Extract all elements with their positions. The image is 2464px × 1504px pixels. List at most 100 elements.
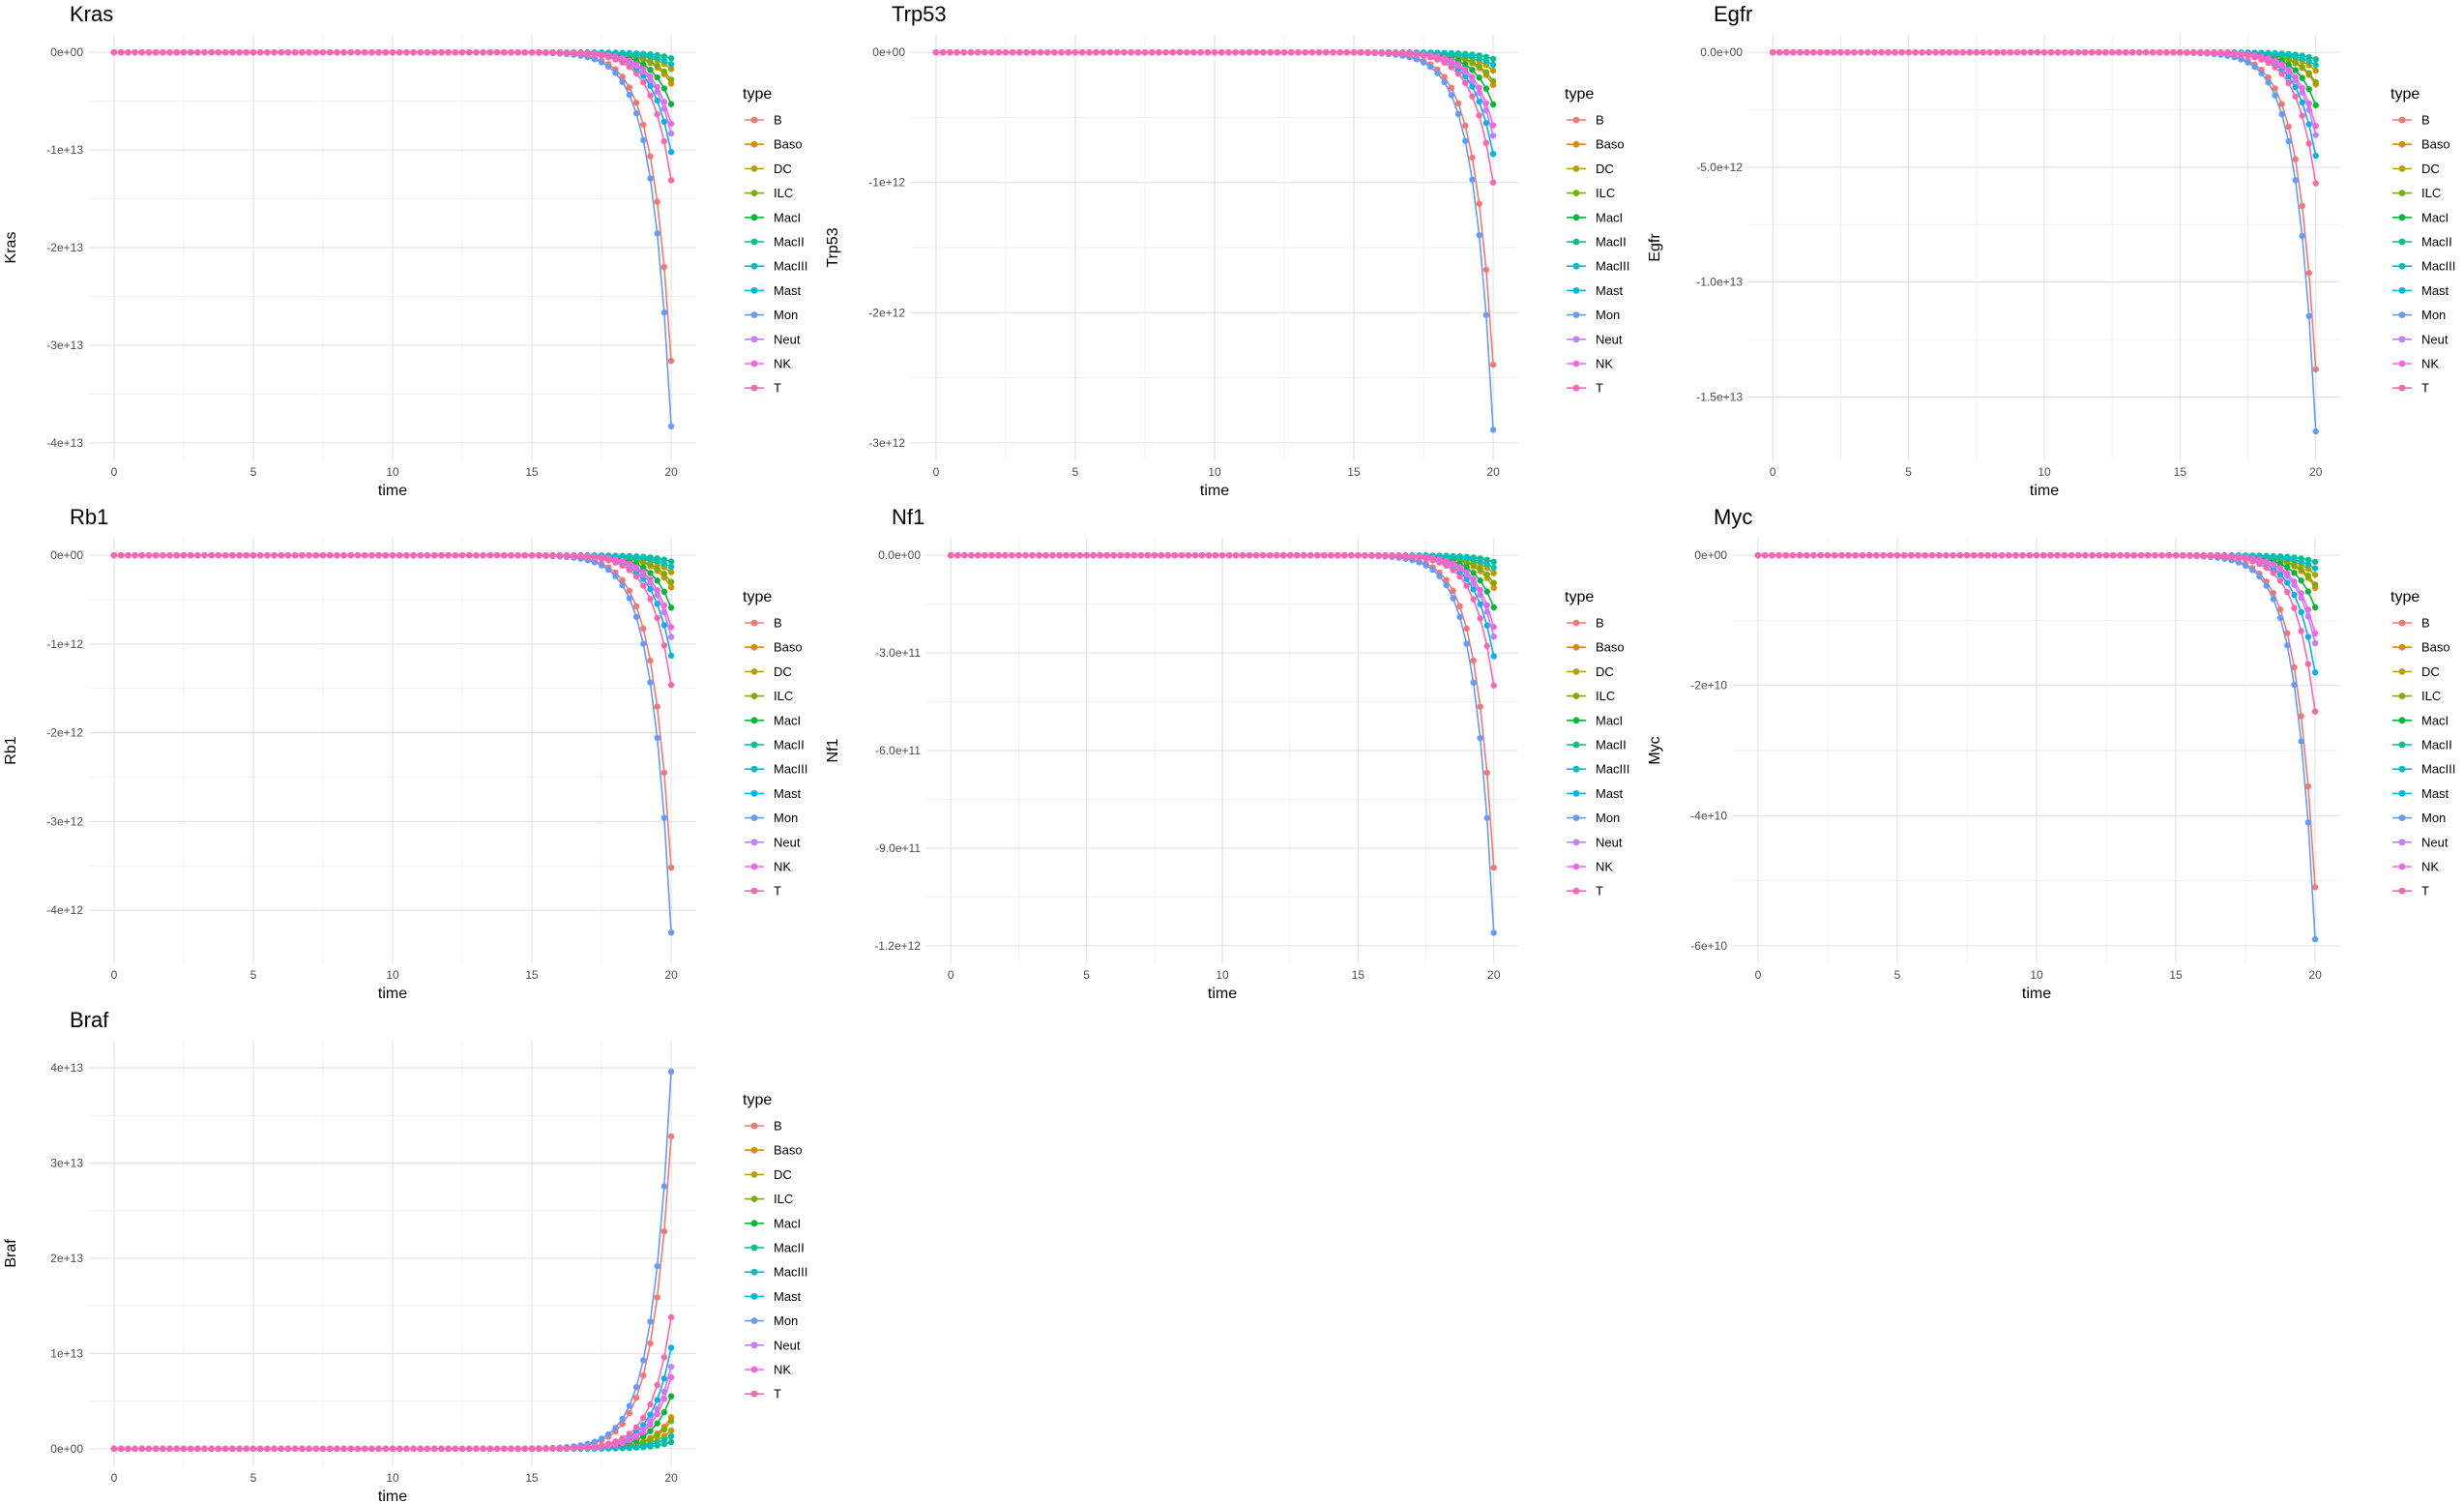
data-point bbox=[1142, 49, 1148, 55]
legend-key-point bbox=[751, 361, 758, 368]
data-point bbox=[2313, 132, 2319, 137]
data-point bbox=[1898, 49, 1904, 55]
data-point bbox=[605, 557, 611, 563]
data-point bbox=[668, 121, 674, 127]
data-point bbox=[640, 626, 646, 632]
data-point bbox=[313, 552, 319, 558]
data-point bbox=[1953, 49, 1959, 55]
data-point bbox=[174, 552, 180, 558]
panel-title: Rb1 bbox=[70, 505, 108, 529]
legend-label: MacI bbox=[2421, 210, 2449, 224]
data-point bbox=[250, 552, 256, 558]
data-point bbox=[2285, 67, 2291, 73]
data-point bbox=[2021, 49, 2027, 55]
data-point bbox=[118, 552, 124, 558]
data-point bbox=[508, 552, 513, 558]
legend-label: Baso bbox=[774, 640, 803, 655]
legend-key-point bbox=[751, 287, 758, 294]
data-point bbox=[1364, 49, 1370, 55]
data-point bbox=[438, 552, 444, 558]
data-point bbox=[383, 49, 389, 55]
data-point bbox=[410, 49, 416, 55]
legend-key-point bbox=[751, 864, 758, 870]
data-point bbox=[661, 57, 667, 63]
data-point bbox=[1455, 51, 1461, 57]
data-point bbox=[1490, 56, 1496, 62]
data-point bbox=[410, 552, 416, 558]
legend-key-point bbox=[2399, 165, 2406, 172]
panel-title: Kras bbox=[70, 2, 113, 26]
data-point bbox=[961, 49, 967, 55]
data-point bbox=[1491, 865, 1497, 870]
data-point bbox=[1058, 49, 1064, 55]
data-point bbox=[940, 49, 946, 55]
legend-key-point bbox=[2399, 141, 2406, 148]
data-point bbox=[668, 564, 674, 570]
data-point bbox=[1871, 49, 1877, 55]
y-axis-label: Kras bbox=[3, 232, 19, 264]
data-point bbox=[2251, 54, 2257, 60]
legend-label: MacIII bbox=[774, 762, 807, 777]
data-point bbox=[1121, 49, 1127, 55]
data-point bbox=[1469, 53, 1475, 59]
y-tick-label: 0.0e+00 bbox=[1700, 45, 1743, 59]
legend-label: Mon bbox=[774, 811, 798, 825]
data-point bbox=[1344, 49, 1350, 55]
data-point bbox=[1358, 49, 1364, 55]
data-point bbox=[1940, 49, 1946, 55]
data-point bbox=[2258, 71, 2264, 76]
data-point bbox=[362, 552, 367, 558]
legend-item-t: T bbox=[1567, 381, 1603, 396]
data-point bbox=[619, 79, 625, 85]
data-point bbox=[1476, 55, 1481, 61]
legend-label: Mon bbox=[1596, 308, 1620, 322]
data-point bbox=[1878, 49, 1884, 55]
data-point bbox=[640, 582, 646, 588]
data-point bbox=[216, 49, 221, 55]
legend-title: type bbox=[1565, 86, 1594, 103]
legend-item-macii: MacII bbox=[745, 235, 805, 250]
data-point bbox=[257, 552, 263, 558]
legend-item-neut: Neut bbox=[2392, 332, 2449, 346]
legend-item-b: B bbox=[745, 113, 782, 128]
data-point bbox=[2313, 68, 2319, 74]
data-point bbox=[1232, 49, 1238, 55]
data-point bbox=[1476, 232, 1481, 238]
data-point bbox=[1336, 49, 1342, 55]
legend-title: type bbox=[743, 86, 772, 103]
data-point bbox=[2292, 67, 2298, 73]
data-point bbox=[209, 49, 215, 55]
data-point bbox=[201, 552, 207, 558]
data-point bbox=[2143, 49, 2149, 55]
data-point bbox=[1170, 49, 1176, 55]
data-point bbox=[1449, 50, 1454, 56]
data-point bbox=[1449, 58, 1454, 64]
data-point bbox=[668, 865, 674, 870]
data-point bbox=[654, 587, 660, 593]
data-point bbox=[2313, 153, 2319, 159]
x-tick-label: 15 bbox=[1352, 968, 1365, 982]
data-point bbox=[619, 582, 625, 588]
data-point bbox=[633, 564, 639, 570]
data-point bbox=[1476, 112, 1481, 118]
data-point bbox=[661, 770, 667, 776]
data-point bbox=[466, 49, 472, 55]
data-point bbox=[1490, 362, 1496, 368]
data-point bbox=[654, 577, 660, 583]
x-tick-label: 15 bbox=[525, 465, 539, 479]
data-point bbox=[445, 552, 451, 558]
data-point bbox=[174, 49, 180, 55]
data-point bbox=[348, 49, 354, 55]
data-point bbox=[1824, 49, 1830, 55]
data-point bbox=[536, 49, 542, 55]
legend-label: T bbox=[774, 884, 781, 899]
data-point bbox=[633, 71, 639, 76]
data-point bbox=[2272, 92, 2277, 98]
data-point bbox=[668, 653, 674, 659]
data-point bbox=[487, 49, 493, 55]
legend-item-t: T bbox=[2392, 381, 2429, 396]
x-tick-label: 0 bbox=[111, 968, 118, 982]
data-point bbox=[2306, 270, 2312, 276]
data-point bbox=[1483, 85, 1489, 91]
data-point bbox=[1463, 626, 1469, 632]
